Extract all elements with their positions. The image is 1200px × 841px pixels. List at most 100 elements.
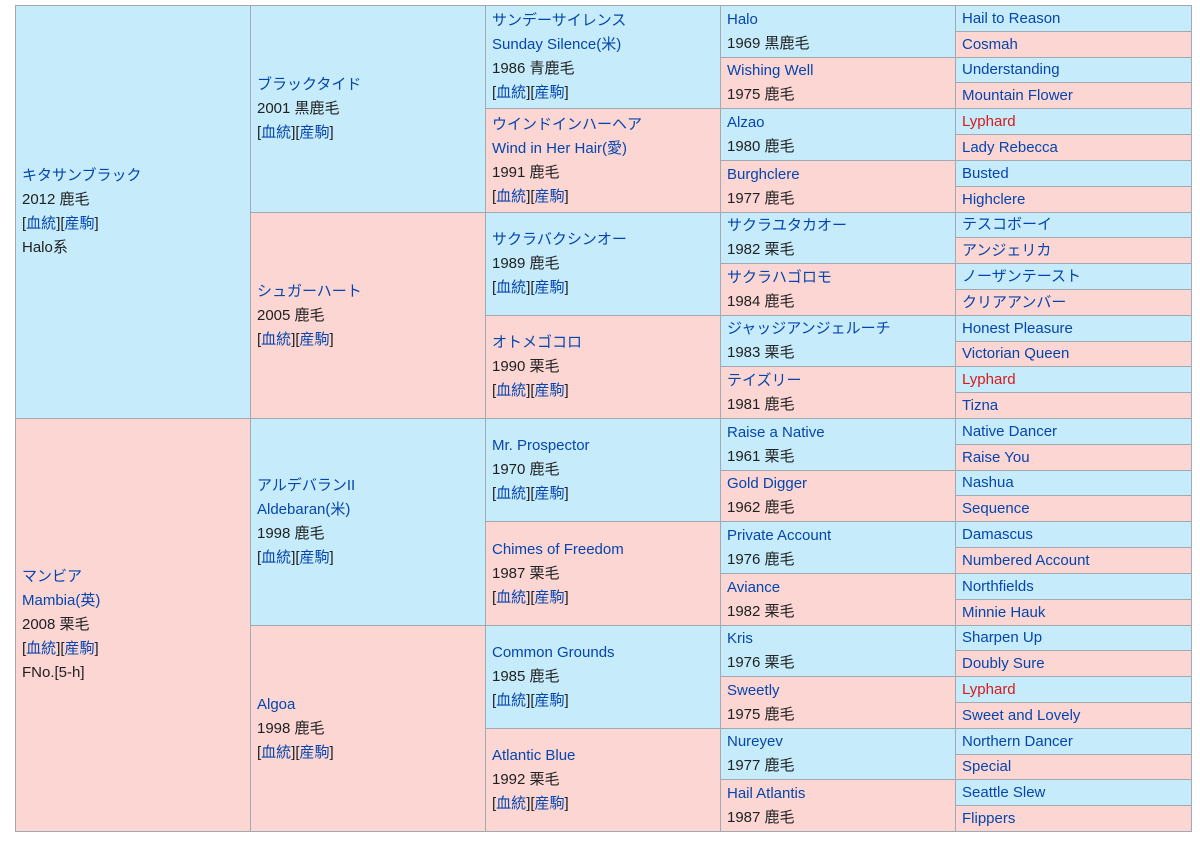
horse-name-link[interactable]: Sharpen Up xyxy=(962,629,1043,646)
horse-birth-color: 1975 鹿毛 xyxy=(727,705,795,723)
horse-name-link[interactable]: Minnie Hauk xyxy=(962,603,1046,621)
horse-name-en-link[interactable]: Wind in Her Hair(愛) xyxy=(492,139,628,157)
horse-name-link[interactable]: サクラユタカオー xyxy=(727,217,848,234)
pedigree-link[interactable]: 血統 xyxy=(26,215,57,232)
horse-name-link[interactable]: ノーザンテースト xyxy=(962,267,1081,285)
horse-name-link[interactable]: Numbered Account xyxy=(962,551,1090,569)
horse-name-link[interactable]: Tizna xyxy=(962,396,999,414)
offspring-link[interactable]: 産駒 xyxy=(534,795,565,812)
offspring-link[interactable]: 産駒 xyxy=(299,330,330,348)
horse-name-link[interactable]: Special xyxy=(962,758,1012,775)
horse-name-link[interactable]: Aviance xyxy=(727,578,781,596)
horse-name-link[interactable]: Sweet and Lovely xyxy=(962,706,1081,724)
horse-name-link[interactable]: Seattle Slew xyxy=(962,783,1046,801)
horse-name-link[interactable]: Lyphard xyxy=(962,680,1016,698)
horse-name-link[interactable]: Nashua xyxy=(962,474,1014,491)
horse-name-link[interactable]: Gold Digger xyxy=(727,475,808,492)
pedigree-link[interactable]: 血統 xyxy=(496,485,527,502)
horse-name-link[interactable]: Sweetly xyxy=(727,681,780,699)
horse-name-link[interactable]: クリアアンバー xyxy=(962,293,1067,311)
horse-name-link[interactable]: シュガーハート xyxy=(257,282,362,300)
pedigree-cell-gen5: Understanding xyxy=(955,57,1192,83)
horse-name-link[interactable]: ウインドインハーヘア xyxy=(492,115,643,133)
horse-name-link[interactable]: オトメゴコロ xyxy=(492,334,583,351)
pedigree-link[interactable]: 血統 xyxy=(261,124,292,141)
offspring-link[interactable]: 産駒 xyxy=(299,549,330,566)
pedigree-link[interactable]: 血統 xyxy=(496,382,527,399)
horse-name-link[interactable]: ジャッジアンジェルーチ xyxy=(727,320,891,337)
horse-name-link[interactable]: Alzao xyxy=(727,113,765,131)
horse-name-link[interactable]: Damascus xyxy=(962,525,1033,543)
horse-name-link[interactable]: Highclere xyxy=(962,190,1026,208)
offspring-link[interactable]: 産駒 xyxy=(534,382,565,399)
horse-name-link[interactable]: テスコボーイ xyxy=(962,216,1053,233)
pedigree-cell-gen4: Sweetly 1975 鹿毛 xyxy=(720,676,956,729)
horse-name-link[interactable]: Busted xyxy=(962,164,1009,182)
horse-name-link[interactable]: Lyphard xyxy=(962,112,1016,130)
horse-name-link[interactable]: Raise a Native xyxy=(727,423,825,441)
horse-name-link[interactable]: Lyphard xyxy=(962,370,1016,388)
horse-name-link[interactable]: Cosmah xyxy=(962,35,1018,53)
pedigree-link[interactable]: 血統 xyxy=(496,692,527,709)
offspring-link[interactable]: 産駒 xyxy=(534,588,565,606)
horse-birth-color: 2001 黒鹿毛 xyxy=(257,100,340,117)
horse-name-link[interactable]: Wishing Well xyxy=(727,62,814,79)
pedigree-link[interactable]: 血統 xyxy=(261,743,292,761)
pedigree-link[interactable]: 血統 xyxy=(496,795,527,812)
horse-name-link[interactable]: テイズリー xyxy=(727,371,802,389)
pedigree-link[interactable]: 血統 xyxy=(261,549,292,566)
horse-name-link[interactable]: Halo xyxy=(727,10,758,28)
offspring-link[interactable]: 産駒 xyxy=(299,124,330,141)
pedigree-cell-gen5: Sequence xyxy=(955,495,1192,522)
pedigree-link[interactable]: 血統 xyxy=(496,588,527,606)
horse-name-link[interactable]: Burghclere xyxy=(727,165,800,183)
horse-name-link[interactable]: Northern Dancer xyxy=(962,732,1073,750)
offspring-link[interactable]: 産駒 xyxy=(534,84,565,101)
pedigree-link[interactable]: 血統 xyxy=(26,640,57,657)
horse-name-link[interactable]: Mr. Prospector xyxy=(492,437,590,454)
horse-name-link[interactable]: Atlantic Blue xyxy=(492,747,576,764)
horse-name-link[interactable]: キタサンブラック xyxy=(22,167,142,184)
pedigree-link[interactable]: 血統 xyxy=(496,84,527,101)
pedigree-link[interactable]: 血統 xyxy=(261,330,292,348)
horse-name-link[interactable]: マンビア xyxy=(22,568,83,585)
horse-name-link[interactable]: Flippers xyxy=(962,809,1016,827)
horse-name-link[interactable]: ブラックタイド xyxy=(257,76,362,93)
horse-name-link[interactable]: サクラハゴロモ xyxy=(727,268,832,286)
pedigree-link[interactable]: 血統 xyxy=(496,279,527,296)
horse-name-link[interactable]: Nureyev xyxy=(727,733,783,750)
horse-name-link[interactable]: サンデーサイレンス xyxy=(492,12,627,29)
horse-name-link[interactable]: Hail Atlantis xyxy=(727,784,806,802)
horse-name-en-link[interactable]: Sunday Silence(米) xyxy=(492,36,622,53)
horse-name-link[interactable]: Victorian Queen xyxy=(962,345,1070,362)
horse-name-en-link[interactable]: Mambia(英) xyxy=(22,592,101,609)
horse-name-link[interactable]: Algoa xyxy=(257,695,296,713)
horse-name-link[interactable]: Understanding xyxy=(962,61,1060,78)
horse-name-link[interactable]: Common Grounds xyxy=(492,644,615,661)
pedigree-cell-gen2: アルデバランII Aldebaran(米) 1998 鹿毛 [血統][産駒] xyxy=(250,418,486,626)
offspring-link[interactable]: 産駒 xyxy=(534,187,565,205)
horse-name-link[interactable]: Native Dancer xyxy=(962,422,1058,440)
horse-name-link[interactable]: Sequence xyxy=(962,499,1030,517)
offspring-link[interactable]: 産駒 xyxy=(64,640,95,657)
horse-name-link[interactable]: Hail to Reason xyxy=(962,9,1061,27)
horse-name-link[interactable]: Northfields xyxy=(962,577,1034,595)
horse-name-en-link[interactable]: Aldebaran(米) xyxy=(257,501,351,518)
horse-name-link[interactable]: アルデバランII xyxy=(257,477,356,494)
offspring-link[interactable]: 産駒 xyxy=(299,743,330,761)
horse-name-link[interactable]: Kris xyxy=(727,630,753,647)
offspring-link[interactable]: 産駒 xyxy=(534,692,565,709)
horse-name-link[interactable]: アンジェリカ xyxy=(962,241,1052,259)
horse-name-link[interactable]: Lady Rebecca xyxy=(962,138,1058,156)
horse-name-link[interactable]: Chimes of Freedom xyxy=(492,540,624,558)
offspring-link[interactable]: 産駒 xyxy=(534,485,565,502)
pedigree-link[interactable]: 血統 xyxy=(496,187,527,205)
horse-name-link[interactable]: サクラバクシンオー xyxy=(492,231,627,248)
horse-name-link[interactable]: Mountain Flower xyxy=(962,86,1073,104)
horse-name-link[interactable]: Honest Pleasure xyxy=(962,319,1073,337)
horse-name-link[interactable]: Doubly Sure xyxy=(962,654,1045,672)
offspring-link[interactable]: 産駒 xyxy=(64,215,95,232)
offspring-link[interactable]: 産駒 xyxy=(534,279,565,296)
horse-name-link[interactable]: Raise You xyxy=(962,448,1030,466)
horse-name-link[interactable]: Private Account xyxy=(727,526,832,544)
